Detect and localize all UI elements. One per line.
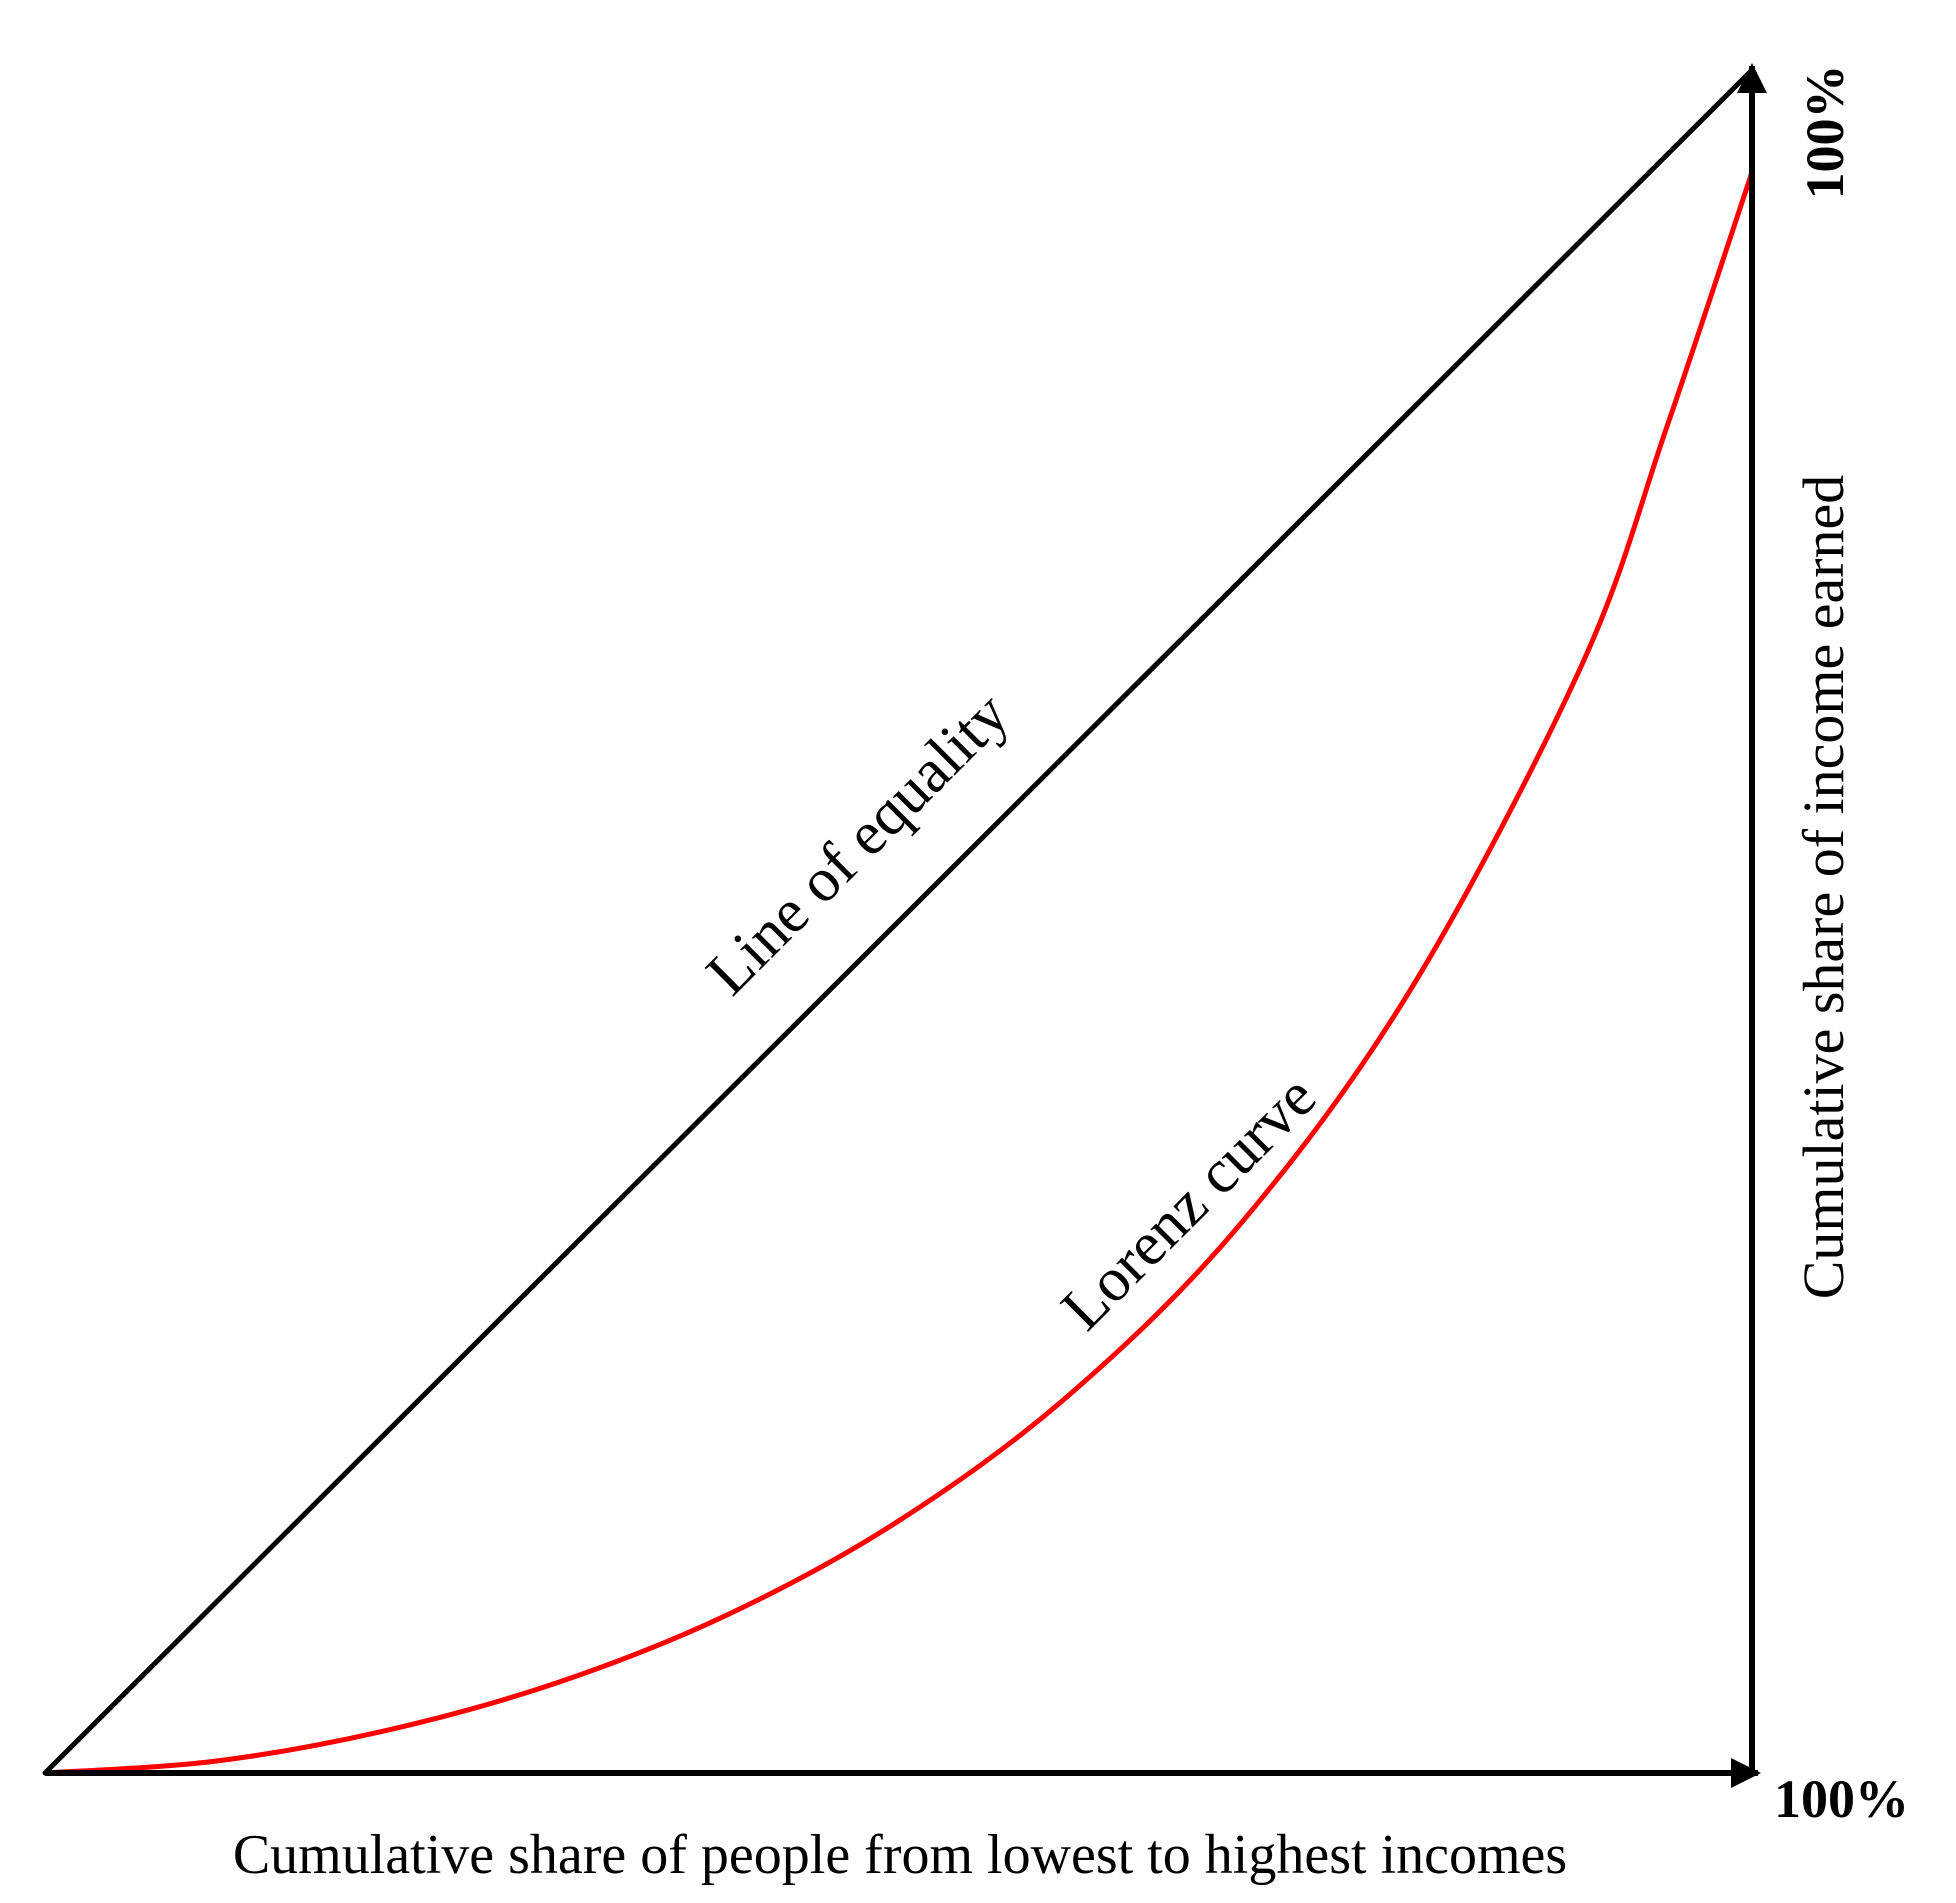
y-axis-100-percent-label: 100% <box>1795 65 1855 200</box>
line-of-equality <box>42 67 1755 1776</box>
x-axis-label: Cumulative share of people from lowest t… <box>233 1824 1567 1886</box>
lorenz-curve-label: Lorenz curve <box>1049 1063 1330 1344</box>
y-axis-label: Cumulative share of income earned <box>1791 475 1856 1300</box>
lorenz-curve <box>44 171 1755 1776</box>
x-axis-100-percent-label: 100% <box>1774 1769 1909 1829</box>
